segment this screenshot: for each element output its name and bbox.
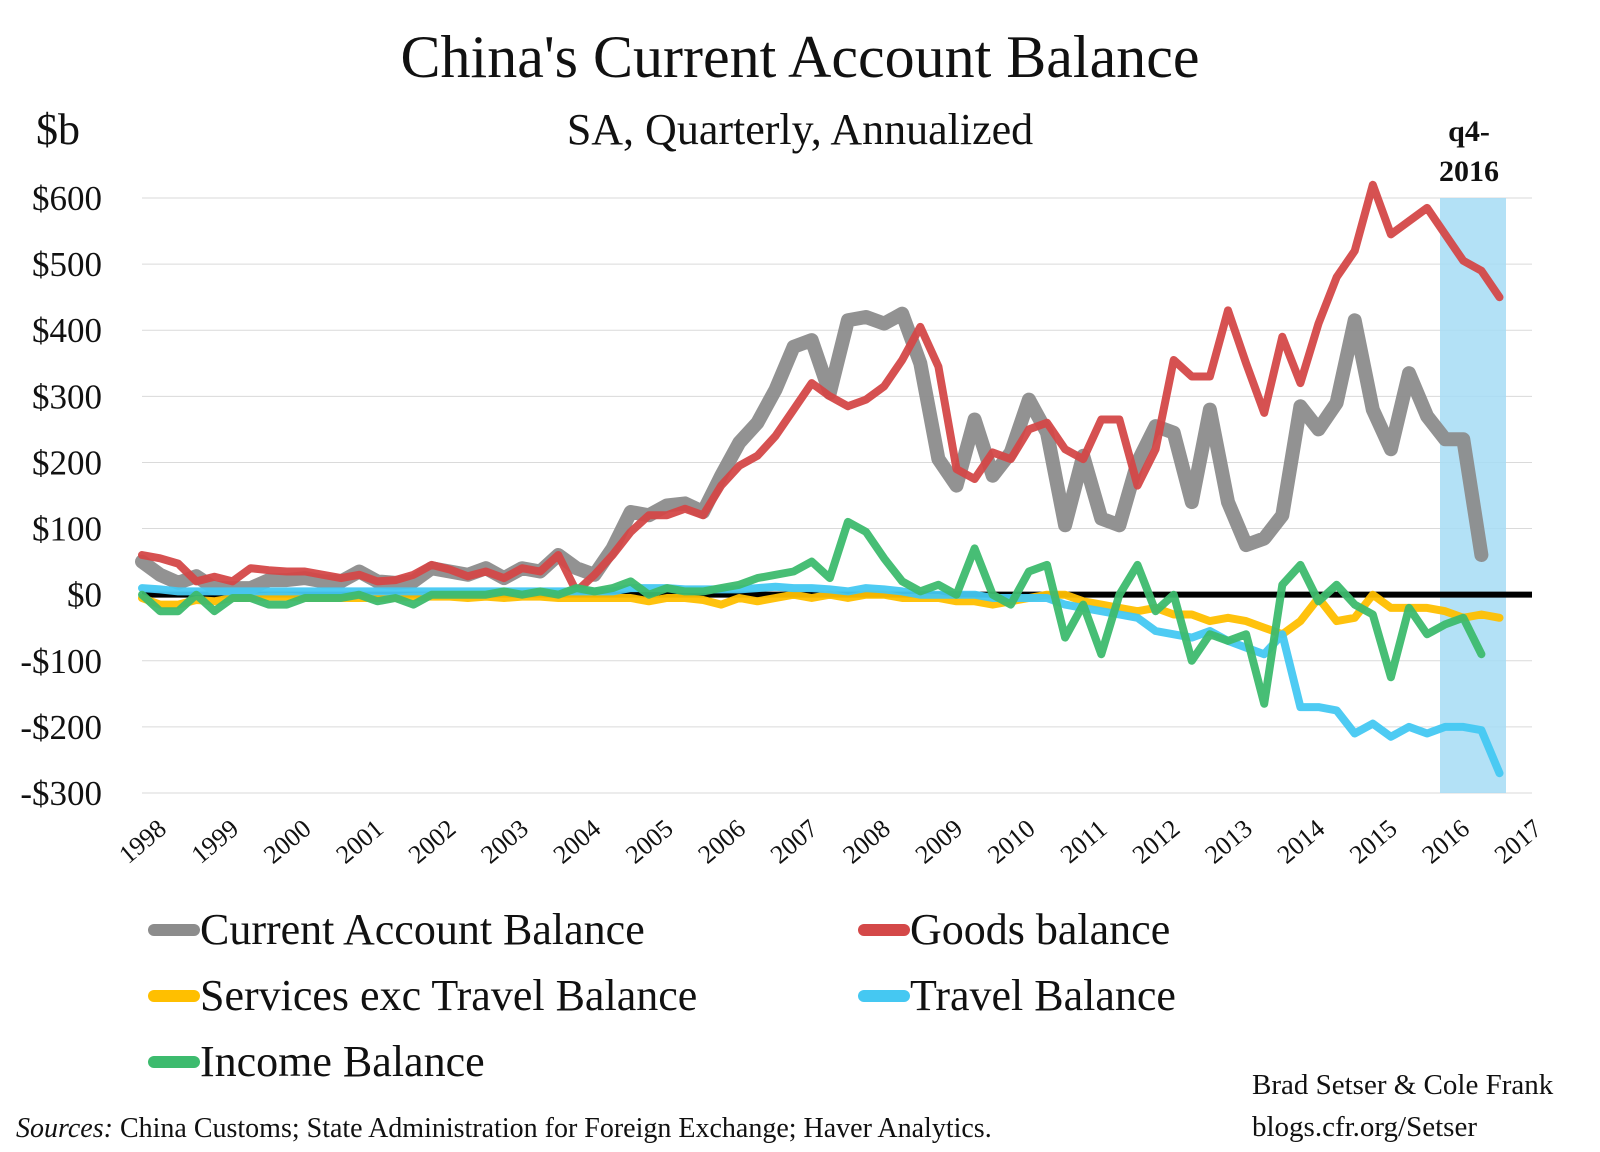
series-line-goods-balance bbox=[138, 180, 1504, 596]
x-tick-label: 2000 bbox=[258, 814, 316, 870]
x-tick-label: 2007 bbox=[765, 814, 823, 870]
series-line-income-balance bbox=[138, 517, 1486, 708]
x-tick-label: 1999 bbox=[186, 814, 244, 870]
highlight-label: q4- 2016 bbox=[1420, 112, 1518, 192]
credit-authors: Brad Setser & Cole Frank bbox=[1252, 1069, 1554, 1101]
y-tick-label: $0 bbox=[67, 576, 102, 615]
x-tick-label: 2004 bbox=[548, 814, 606, 870]
highlight-label-line1: q4- bbox=[1448, 115, 1490, 148]
sources-note: Sources: China Customs; State Administra… bbox=[16, 1112, 992, 1146]
x-tick-label: 2012 bbox=[1127, 814, 1185, 870]
chart-title: China's Current Account Balance bbox=[400, 24, 1200, 90]
x-tick-label: 2002 bbox=[403, 814, 461, 870]
x-tick-label: 2006 bbox=[692, 814, 750, 870]
legend-item-income: Income Balance bbox=[148, 1032, 485, 1092]
legend-item-services: Services exc Travel Balance bbox=[148, 966, 697, 1026]
y-tick-label: $300 bbox=[32, 377, 102, 416]
legend-label-travel: Travel Balance bbox=[910, 971, 1176, 1020]
line-chart: $600 $500 $400 $300 $200 $100 $0 -$100 -$200 -$30… bbox=[20, 179, 1547, 870]
x-tick-label: 1998 bbox=[113, 814, 171, 870]
legend-swatch-income bbox=[148, 1056, 200, 1068]
y-tick-label: $500 bbox=[32, 245, 102, 284]
x-tick-label: 2008 bbox=[837, 814, 895, 870]
credit-block: Brad Setser & Cole Frank blogs.cfr.org/S… bbox=[1252, 1064, 1553, 1148]
chart-subtitle: SA, Quarterly, Annualized bbox=[566, 105, 1034, 154]
x-tick-label: 2017 bbox=[1489, 814, 1547, 870]
highlight-label-line2: 2016 bbox=[1439, 155, 1499, 188]
credit-blog: blogs.cfr.org/Setser bbox=[1252, 1111, 1477, 1143]
legend-swatch-goods bbox=[858, 924, 910, 936]
legend-label-goods: Goods balance bbox=[910, 905, 1171, 954]
x-tick-label: 2011 bbox=[1055, 814, 1113, 869]
legend-label-services: Services exc Travel Balance bbox=[200, 971, 698, 1020]
x-tick-label: 2001 bbox=[330, 814, 388, 870]
y-tick-label: -$300 bbox=[20, 774, 102, 813]
legend-label-current-account: Current Account Balance bbox=[200, 905, 645, 954]
y-tick-label: $200 bbox=[32, 443, 102, 482]
x-tick-label: 2005 bbox=[620, 814, 678, 870]
legend-swatch-travel bbox=[858, 990, 910, 1002]
x-tick-label: 2013 bbox=[1199, 814, 1257, 870]
x-tick-label: 2016 bbox=[1416, 814, 1474, 870]
y-tick-label: -$100 bbox=[20, 642, 102, 681]
legend-swatch-current-account bbox=[148, 924, 200, 936]
x-tick-label: 2003 bbox=[475, 814, 533, 870]
y-tick-label: $400 bbox=[32, 311, 102, 350]
y-tick-label: $100 bbox=[32, 510, 102, 549]
legend-item-travel: Travel Balance bbox=[858, 966, 1176, 1026]
legend-item-goods: Goods balance bbox=[858, 900, 1170, 960]
x-tick-label: 2009 bbox=[910, 814, 968, 870]
series-line-travel-balance bbox=[138, 582, 1504, 778]
y-tick-label: $600 bbox=[32, 179, 102, 218]
x-tick-label: 2015 bbox=[1344, 814, 1402, 870]
legend-item-current-account: Current Account Balance bbox=[148, 900, 645, 960]
legend-swatch-services bbox=[148, 990, 200, 1002]
sources-label: Sources: bbox=[16, 1113, 113, 1144]
x-tick-label: 2014 bbox=[1272, 814, 1330, 870]
legend-label-income: Income Balance bbox=[200, 1037, 485, 1086]
x-tick-label: 2010 bbox=[982, 814, 1040, 870]
sources-text: China Customs; State Administration for … bbox=[112, 1113, 992, 1144]
y-tick-label: -$200 bbox=[20, 708, 102, 747]
y-axis-unit-label: $b bbox=[36, 105, 80, 154]
